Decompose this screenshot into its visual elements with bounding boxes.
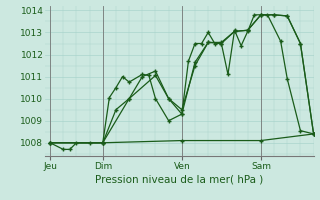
X-axis label: Pression niveau de la mer( hPa ): Pression niveau de la mer( hPa ) <box>95 175 263 185</box>
